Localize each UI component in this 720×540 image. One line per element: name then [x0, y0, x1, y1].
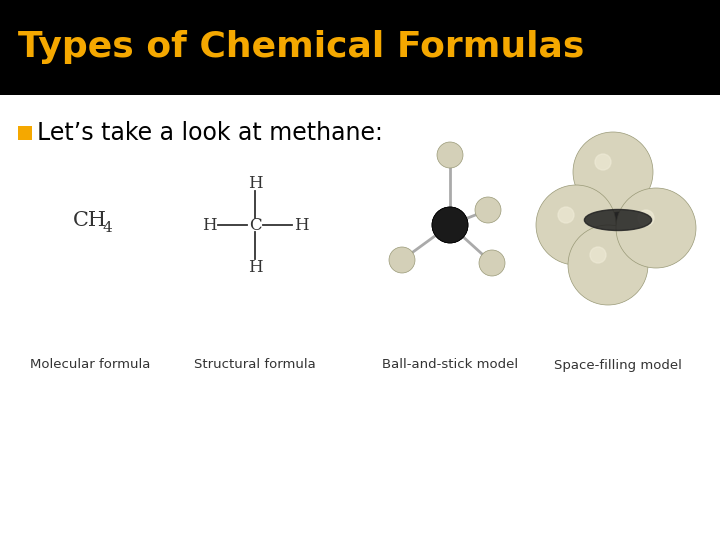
- Circle shape: [638, 210, 654, 226]
- Ellipse shape: [585, 210, 652, 231]
- Bar: [18, 125, 32, 139]
- Text: 4: 4: [102, 221, 112, 235]
- Text: H: H: [248, 259, 262, 275]
- Circle shape: [590, 247, 606, 263]
- Text: Structural formula: Structural formula: [194, 359, 316, 372]
- Circle shape: [437, 142, 463, 168]
- Circle shape: [573, 132, 653, 212]
- Circle shape: [432, 207, 468, 243]
- Text: CH: CH: [73, 211, 107, 229]
- Text: Let’s take a look at methane:: Let’s take a look at methane:: [37, 120, 383, 145]
- Text: Ball-and-stick model: Ball-and-stick model: [382, 359, 518, 372]
- Text: Space-filling model: Space-filling model: [554, 359, 682, 372]
- Circle shape: [389, 247, 415, 273]
- Text: C: C: [248, 217, 261, 233]
- Text: H: H: [202, 217, 216, 233]
- Circle shape: [616, 188, 696, 268]
- Circle shape: [479, 250, 505, 276]
- Circle shape: [595, 154, 611, 170]
- Circle shape: [432, 207, 468, 243]
- Text: H: H: [248, 174, 262, 192]
- Text: H: H: [294, 217, 308, 233]
- Circle shape: [576, 178, 660, 262]
- Circle shape: [558, 207, 574, 223]
- Circle shape: [568, 225, 648, 305]
- Text: Molecular formula: Molecular formula: [30, 359, 150, 372]
- Circle shape: [536, 185, 616, 265]
- Bar: [0, 0, 720, 94]
- Circle shape: [475, 197, 501, 223]
- Text: Types of Chemical Formulas: Types of Chemical Formulas: [18, 30, 585, 64]
